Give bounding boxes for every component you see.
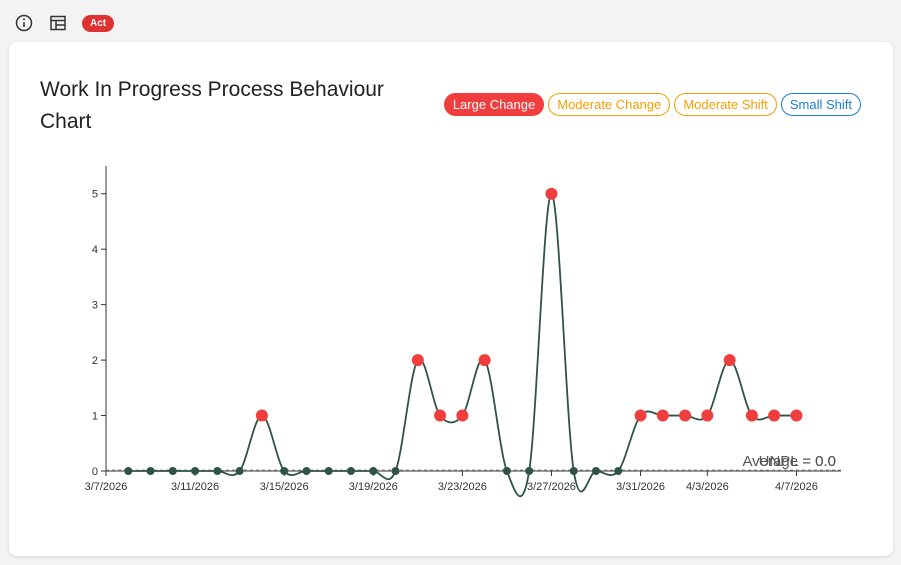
x-tick-label: 3/27/2026: [527, 481, 576, 493]
data-point: [168, 467, 177, 475]
y-tick-label: 3: [92, 300, 98, 312]
data-point: [634, 409, 647, 422]
data-point: [592, 467, 600, 475]
x-tick-label: 3/11/2026: [171, 481, 219, 493]
x-tick-label: 3/15/2026: [260, 481, 309, 493]
table-icon[interactable]: [48, 13, 68, 33]
legend-item[interactable]: Large Change: [443, 93, 545, 116]
series-line: [128, 192, 797, 498]
data-point: [124, 467, 133, 475]
data-point: [768, 409, 781, 422]
data-point: [255, 409, 268, 422]
y-tick-label: 2: [92, 355, 98, 367]
chart-title: Work In Progress Process Behaviour Chart: [40, 78, 384, 133]
data-point: [235, 467, 244, 475]
data-point: [723, 354, 736, 367]
x-tick-label: 3/23/2026: [438, 481, 487, 493]
x-tick-label: 4/7/2026: [775, 481, 818, 493]
x-tick-label: 4/3/2026: [686, 481, 729, 493]
annotation: UNPL = 0.0: [759, 453, 836, 470]
legend-item[interactable]: Moderate Change: [548, 93, 671, 116]
data-point: [369, 467, 378, 475]
x-tick-label: 3/19/2026: [349, 481, 398, 493]
data-point: [434, 409, 447, 422]
data-point: [456, 409, 469, 422]
data-point: [391, 467, 400, 475]
data-point: [701, 409, 714, 422]
legend: Large Change Moderate Change Moderate Shif…: [443, 93, 861, 116]
data-point: [614, 467, 623, 475]
y-tick-label: 1: [92, 411, 98, 423]
data-point: [302, 467, 311, 475]
data-point: [411, 354, 424, 367]
y-tick-label: 5: [92, 189, 98, 201]
act-badge[interactable]: Act: [82, 14, 115, 32]
data-point: [146, 467, 155, 475]
y-tick-label: 4: [92, 244, 98, 256]
data-point: [656, 409, 669, 422]
data-point: [745, 409, 758, 422]
annotation: Average = 0.0: [742, 453, 836, 470]
data-point: [569, 467, 578, 475]
data-point: [502, 467, 511, 475]
data-point: [790, 409, 803, 422]
toolbar: Act: [14, 12, 115, 34]
legend-item[interactable]: Moderate Shift: [674, 93, 777, 116]
x-tick-label: 3/31/2026: [616, 481, 665, 493]
data-point: [478, 354, 491, 367]
data-point: [525, 467, 534, 475]
info-icon[interactable]: [14, 13, 34, 33]
legend-item[interactable]: Small Shift: [780, 93, 861, 116]
data-point: [324, 467, 333, 475]
y-tick-label: 0: [92, 466, 98, 478]
data-point: [280, 467, 289, 475]
data-point: [191, 467, 200, 475]
data-point: [347, 467, 355, 475]
data-point: [213, 467, 222, 475]
x-tick-label: 3/7/2026: [85, 481, 128, 493]
data-point: [679, 409, 692, 422]
data-point: [545, 187, 558, 200]
